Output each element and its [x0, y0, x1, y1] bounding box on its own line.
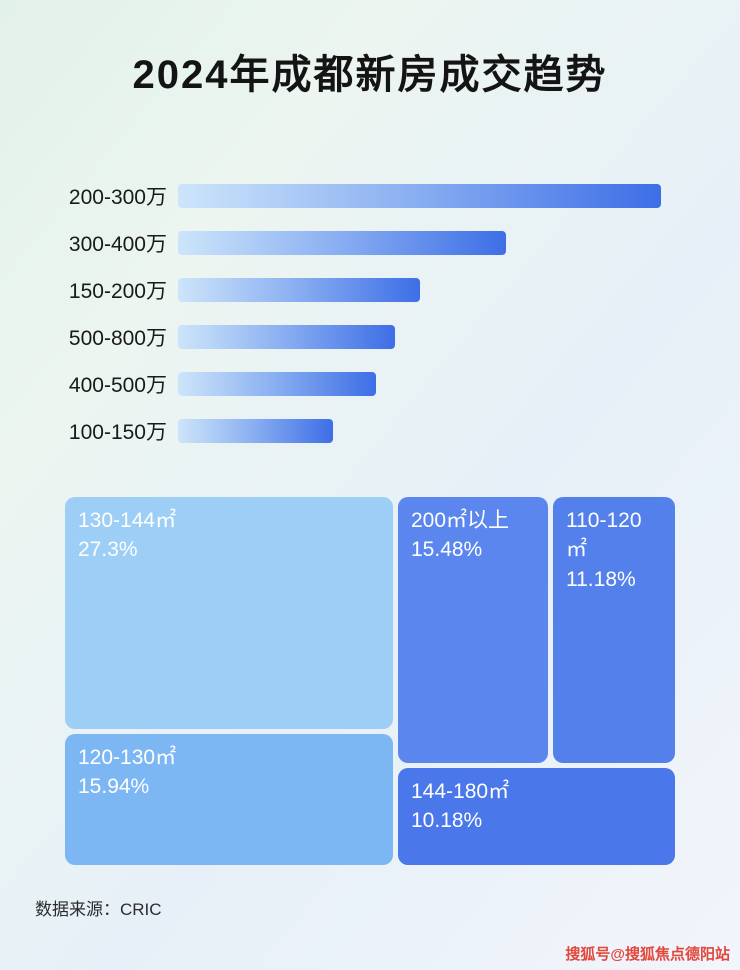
- bar-row: 500-800万: [22, 325, 661, 350]
- price-bar-chart: 200-300万 300-400万 150-200万 500-800万 400-…: [22, 184, 661, 444]
- treemap-percent: 15.48%: [411, 538, 483, 562]
- treemap-percent: 15.94%: [78, 775, 150, 799]
- bar: [178, 231, 507, 255]
- treemap-block-130-144: 130-144㎡ 27.3%: [65, 497, 393, 729]
- bar-row: 150-200万: [22, 278, 661, 303]
- treemap-label: 144-180㎡: [411, 780, 510, 803]
- bar: [178, 184, 661, 208]
- bar-row: 300-400万: [22, 231, 661, 256]
- treemap-label: 110-120㎡: [566, 509, 642, 562]
- data-source-note: 数据来源：CRIC: [35, 900, 162, 919]
- treemap-block-200-plus: 200㎡以上 15.48%: [398, 497, 548, 763]
- bar: [178, 419, 333, 443]
- treemap-percent: 10.18%: [411, 809, 483, 833]
- bar-row: 200-300万: [22, 184, 661, 209]
- treemap-block-144-180: 144-180㎡ 10.18%: [398, 768, 675, 865]
- bar-label: 100-150万: [68, 421, 167, 444]
- bar-row: 100-150万: [22, 419, 661, 444]
- bar-label: 200-300万: [68, 186, 167, 209]
- watermark-text: 搜狐号@搜狐焦点德阳站: [565, 946, 730, 963]
- treemap-label: 120-130㎡: [78, 746, 177, 769]
- treemap-block-120-130: 120-130㎡ 15.94%: [65, 734, 393, 865]
- bar-track: [178, 278, 661, 302]
- bar-label: 500-800万: [68, 327, 167, 350]
- bar-track: [178, 372, 661, 396]
- bar-track: [178, 184, 661, 208]
- treemap-percent: 11.18%: [566, 567, 636, 591]
- bar: [178, 278, 420, 302]
- bar-track: [178, 419, 661, 443]
- bar: [178, 372, 377, 396]
- bar-label: 300-400万: [68, 233, 167, 256]
- treemap-label: 130-144㎡: [78, 509, 177, 532]
- treemap-block-110-120: 110-120㎡ 11.18%: [553, 497, 675, 763]
- area-treemap: 130-144㎡ 27.3% 200㎡以上 15.48% 110-120㎡ 11…: [65, 497, 675, 865]
- bar-label: 400-500万: [68, 374, 167, 397]
- bar-track: [178, 325, 661, 349]
- bar-label: 150-200万: [68, 280, 167, 303]
- treemap-label: 200㎡以上: [411, 509, 510, 532]
- treemap-percent: 27.3%: [78, 538, 138, 562]
- bar-row: 400-500万: [22, 372, 661, 397]
- bar-track: [178, 231, 661, 255]
- page-title: 2024年成都新房成交趋势: [132, 53, 608, 97]
- bar: [178, 325, 396, 349]
